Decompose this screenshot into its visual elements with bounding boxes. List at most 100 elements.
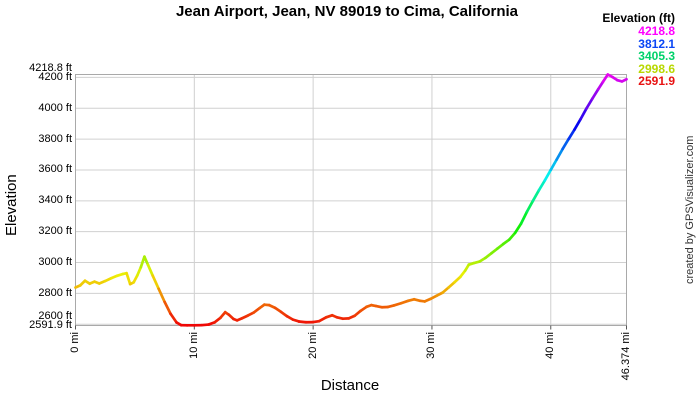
elevation-profile-segment bbox=[146, 263, 155, 278]
legend-entry: 2591.9 bbox=[638, 74, 675, 89]
elevation-profile-segment bbox=[423, 297, 433, 303]
elevation-profile-segment bbox=[392, 301, 403, 307]
elevation-profile-segment bbox=[531, 188, 541, 203]
elevation-profile-segment bbox=[335, 315, 345, 321]
elevation-profile-segment bbox=[163, 300, 172, 316]
elevation-profile-segment bbox=[579, 107, 588, 121]
elevation-profile-segment bbox=[359, 305, 368, 313]
elevation-profile-segment bbox=[103, 276, 113, 283]
elevation-profile-segment bbox=[543, 168, 553, 182]
elevation-profile-segment bbox=[324, 313, 334, 319]
elevation-profile-segment bbox=[267, 303, 277, 310]
elevation-profile-segment bbox=[501, 238, 511, 246]
elevation-profile-segment bbox=[365, 303, 373, 309]
legend-title: Elevation (ft) bbox=[602, 11, 675, 25]
y-tick-label: 4200 ft bbox=[38, 70, 72, 83]
elevation-profile-segment bbox=[459, 269, 467, 279]
chart-title: Jean Airport, Jean, NV 89019 to Cima, Ca… bbox=[175, 3, 519, 20]
legend: Elevation (ft) 4218.8 3812.1 3405.3 2998.6 2… bbox=[545, 11, 675, 88]
elevation-profile-segment bbox=[317, 315, 328, 323]
elevation-profile-segment bbox=[525, 199, 535, 213]
y-tick-label: 3000 ft bbox=[38, 256, 72, 269]
elevation-profile-segment bbox=[573, 118, 582, 131]
x-axis-title: Distance bbox=[320, 377, 380, 394]
y-tick-label: 3200 ft bbox=[38, 225, 72, 238]
elevation-profile-segment bbox=[513, 222, 523, 235]
y-tick-label: 3400 ft bbox=[38, 194, 72, 207]
elevation-profile-segment bbox=[88, 280, 96, 286]
elevation-profile-segment bbox=[235, 317, 244, 322]
elevation-profile-segment bbox=[115, 272, 125, 278]
elevation-profile-segment bbox=[412, 297, 422, 303]
elevation-profile-segment bbox=[453, 275, 462, 284]
y-tick-label: 3600 ft bbox=[38, 163, 72, 176]
x-tick-label: 10 mi bbox=[187, 332, 200, 359]
elevation-profile-segment bbox=[132, 274, 139, 284]
elevation-profile-segment bbox=[484, 251, 493, 260]
elevation-profile-segment bbox=[246, 311, 256, 317]
elevation-profile-segment bbox=[418, 299, 427, 303]
elevation-profile-segment bbox=[125, 271, 132, 286]
legend-entry: 3812.1 bbox=[638, 36, 675, 51]
y-tick-label: 2800 ft bbox=[38, 286, 72, 299]
elevation-profile-segment bbox=[519, 210, 529, 226]
elevation-profile-segment bbox=[223, 310, 231, 317]
x-tick-label: 20 mi bbox=[306, 332, 319, 359]
elevation-profile-segment bbox=[207, 321, 216, 326]
elevation-profile-segment bbox=[585, 97, 594, 110]
elevation-profile-segment bbox=[169, 312, 178, 324]
elevation-profile-segment bbox=[472, 260, 481, 265]
elevation-profile-segment bbox=[561, 137, 570, 151]
elevation-profile-segment bbox=[406, 297, 416, 303]
y-tick-label: 2600 ft bbox=[38, 309, 72, 322]
elevation-profile-segment bbox=[128, 280, 136, 286]
elevation-profile-segment bbox=[478, 256, 487, 263]
elevation-profile-segment bbox=[240, 314, 250, 320]
elevation-profile-segment bbox=[463, 263, 471, 272]
elevation-profile-segment bbox=[490, 247, 499, 255]
elevation-profile-segment bbox=[78, 279, 87, 287]
elevation-profile-segment bbox=[213, 316, 222, 324]
elevation-profile-segment bbox=[291, 318, 301, 323]
elevation-profile-segment bbox=[121, 271, 128, 276]
elevation-profile-segment bbox=[109, 274, 119, 280]
elevation-profile-segment bbox=[93, 280, 101, 285]
elevation-profile-segment bbox=[555, 147, 564, 161]
elevation-profile-segment bbox=[537, 179, 547, 192]
elevation-profile-segment bbox=[232, 317, 239, 322]
elevation-profile-segment bbox=[227, 313, 235, 321]
elevation-profile-segment bbox=[285, 314, 295, 321]
elevation-profile-segment bbox=[297, 320, 308, 324]
x-tick-label: 40 mi bbox=[544, 332, 557, 359]
elevation-profile-segment bbox=[347, 314, 357, 320]
x-tick-label: 0 mi bbox=[69, 332, 81, 353]
legend-entry: 2998.6 bbox=[638, 61, 675, 76]
legend-entries: 4218.8 3812.1 3405.3 2998.6 2591.9 bbox=[545, 25, 675, 88]
legend-entry: 4218.8 bbox=[638, 24, 675, 38]
y-tick-label: 2591.9 ft bbox=[29, 319, 72, 331]
elevation-profile-segment bbox=[374, 304, 384, 309]
elevation-profile-segment bbox=[567, 128, 576, 141]
y-tick-label: 4218.8 ft bbox=[29, 62, 72, 74]
elevation-profile-segment bbox=[219, 310, 227, 320]
elevation-profile-segment bbox=[175, 321, 183, 327]
elevation-profile-segment bbox=[157, 287, 166, 304]
y-tick-label: 4000 ft bbox=[38, 101, 72, 114]
elevation-profile-segment bbox=[97, 279, 107, 285]
x-tick-label: 46.374 mi bbox=[620, 332, 632, 381]
elevation-profile-segment bbox=[353, 309, 363, 318]
elevation-profile-segment bbox=[143, 255, 150, 267]
elevation-profile-segment bbox=[258, 303, 266, 310]
x-tick-label: 30 mi bbox=[425, 332, 438, 359]
elevation-profile-segment bbox=[279, 310, 289, 318]
elevation-profile-segment bbox=[273, 306, 283, 314]
y-tick-label: 3800 ft bbox=[38, 132, 72, 145]
elevation-profile-segment bbox=[370, 303, 378, 308]
elevation-profile-segment bbox=[441, 286, 450, 294]
elevation-profile-segment bbox=[549, 158, 559, 172]
elevation-profile-segment bbox=[151, 274, 161, 291]
elevation-profile-segment bbox=[83, 279, 92, 286]
elevation-profile-segment bbox=[200, 323, 210, 327]
elevation-profile-segment bbox=[74, 284, 82, 289]
